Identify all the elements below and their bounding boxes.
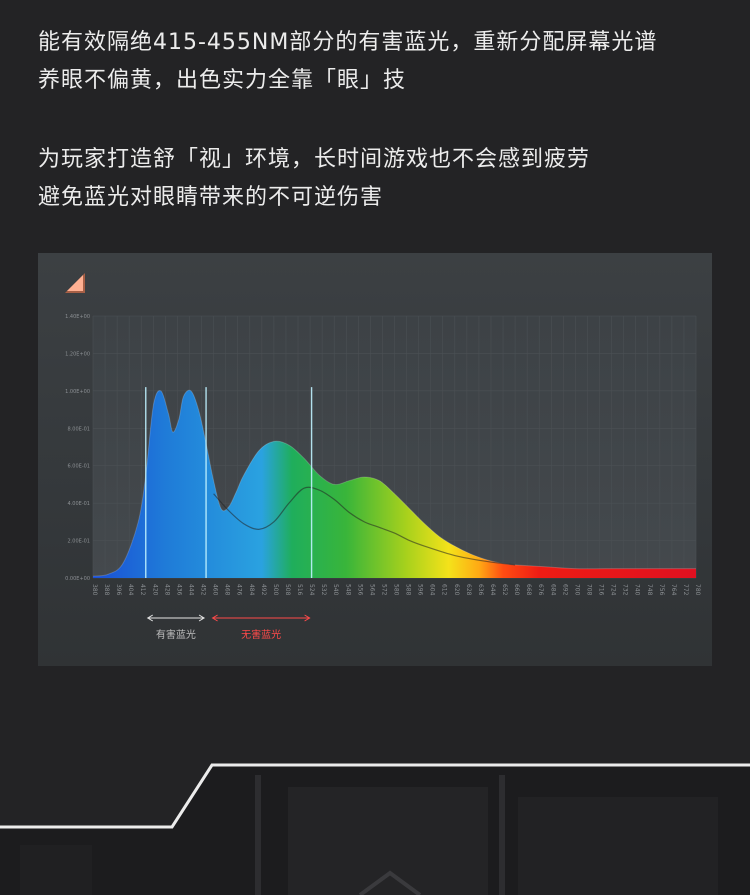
x-tick-label: 540 (332, 584, 339, 596)
intro-paragraph-2: 为玩家打造舒「视」环境，长时间游戏也不会感到疲劳 避免蓝光对眼睛带来的不可逆伤害 (38, 141, 590, 217)
band-arrow-left (146, 614, 154, 622)
x-tick-label: 468 (224, 584, 231, 596)
x-tick-label: 620 (453, 584, 460, 596)
band-arrow-right (198, 614, 206, 622)
x-tick-label: 652 (501, 584, 508, 596)
y-tick-label: 0.00E+00 (65, 576, 90, 582)
x-tick-label: 564 (368, 584, 375, 596)
x-tick-label: 740 (634, 584, 641, 596)
x-tick-label: 412 (139, 584, 146, 596)
x-tick-label: 548 (344, 584, 351, 596)
x-tick-label: 580 (393, 584, 400, 596)
x-tick-label: 532 (320, 584, 327, 596)
x-tick-label: 692 (561, 584, 568, 596)
band-arrow-left (211, 614, 218, 622)
x-tick-label: 388 (103, 584, 110, 596)
reference-curve (213, 486, 516, 566)
x-tick-label: 508 (284, 584, 291, 596)
blue-light-bands: 有害蓝光 无害蓝光 (146, 614, 311, 641)
spectrum-chart: 0.00E+00 2.00E-01 4.00E-01 6.00E-01 8.00E-01… (65, 273, 701, 641)
y-tick-label: 1.20E+00 (65, 351, 90, 357)
x-tick-label: 708 (585, 584, 592, 596)
x-tick-label: 556 (356, 584, 363, 596)
x-tick-label: 452 (200, 584, 207, 596)
x-tick-label: 516 (296, 584, 303, 596)
spectrum-area (93, 390, 696, 578)
x-tick-label: 428 (163, 584, 170, 596)
x-tick-label: 476 (236, 584, 243, 596)
bottom-decoration (0, 763, 750, 895)
x-tick-label: 668 (525, 584, 532, 596)
y-tick-label: 6.00E-01 (68, 464, 90, 470)
x-tick-label: 636 (477, 584, 484, 596)
series-group (92, 389, 696, 578)
x-tick-label: 628 (465, 584, 472, 596)
x-tick-label: 612 (441, 584, 448, 596)
x-tick-label: 596 (417, 584, 424, 596)
band-arrow-right (304, 614, 311, 622)
x-tick-label: 460 (212, 584, 219, 596)
x-tick-label: 588 (405, 584, 412, 596)
x-tick-label: 420 (151, 584, 158, 596)
copy-line-4: 避免蓝光对眼睛带来的不可逆伤害 (38, 185, 384, 210)
x-tick-label: 700 (573, 584, 580, 596)
triangle-corner-icon (65, 273, 85, 293)
x-tick-label: 644 (489, 584, 496, 596)
x-tick-label: 756 (658, 584, 665, 596)
copy-line-1: 能有效隔绝415-455NM部分的有害蓝光，重新分配屏幕光谱 (38, 30, 658, 55)
x-tick-label: 764 (670, 584, 677, 596)
x-tick-label: 780 (694, 584, 701, 596)
x-tick-label: 380 (91, 584, 98, 596)
spectrum-chart-panel: 0.00E+00 2.00E-01 4.00E-01 6.00E-01 8.00E-01… (38, 253, 712, 666)
y-tick-label: 2.00E-01 (68, 539, 90, 545)
x-tick-label: 492 (260, 584, 267, 596)
intro-paragraph-1: 能有效隔绝415-455NM部分的有害蓝光，重新分配屏幕光谱 养眼不偏黄，出色实… (38, 24, 657, 100)
x-tick-label: 396 (115, 584, 122, 596)
x-tick-label: 484 (248, 584, 255, 596)
x-tick-label: 572 (380, 584, 387, 596)
x-tick-label: 436 (175, 584, 182, 596)
y-tick-label: 4.00E-01 (68, 501, 90, 507)
band-label: 有害蓝光 (156, 628, 196, 641)
x-tick-label: 732 (622, 584, 629, 596)
x-axis-ticks: 380 388 396 404 412 420 428 436 444 452 460 468 476 4… (91, 584, 701, 596)
x-tick-label: 404 (127, 584, 134, 596)
y-tick-label: 1.40E+00 (65, 314, 90, 320)
copy-line-2: 养眼不偏黄，出色实力全靠「眼」技 (38, 68, 407, 93)
marker-lines (145, 387, 313, 578)
x-tick-label: 660 (513, 584, 520, 596)
copy-line-3: 为玩家打造舒「视」环境，长时间游戏也不会感到疲劳 (38, 147, 591, 172)
y-tick-label: 1.00E+00 (65, 389, 90, 395)
x-tick-label: 748 (646, 584, 653, 596)
y-tick-label: 8.00E-01 (68, 426, 90, 432)
x-tick-label: 772 (682, 584, 689, 596)
y-axis-ticks: 0.00E+00 2.00E-01 4.00E-01 6.00E-01 8.00E-01… (65, 314, 90, 582)
x-tick-label: 724 (610, 584, 617, 596)
x-tick-label: 716 (598, 584, 605, 596)
x-tick-label: 500 (272, 584, 279, 596)
x-tick-label: 684 (549, 584, 556, 596)
x-tick-label: 524 (308, 584, 315, 596)
x-tick-label: 444 (187, 584, 194, 596)
band-label: 无害蓝光 (241, 628, 281, 641)
x-tick-label: 676 (537, 584, 544, 596)
x-tick-label: 604 (429, 584, 436, 596)
